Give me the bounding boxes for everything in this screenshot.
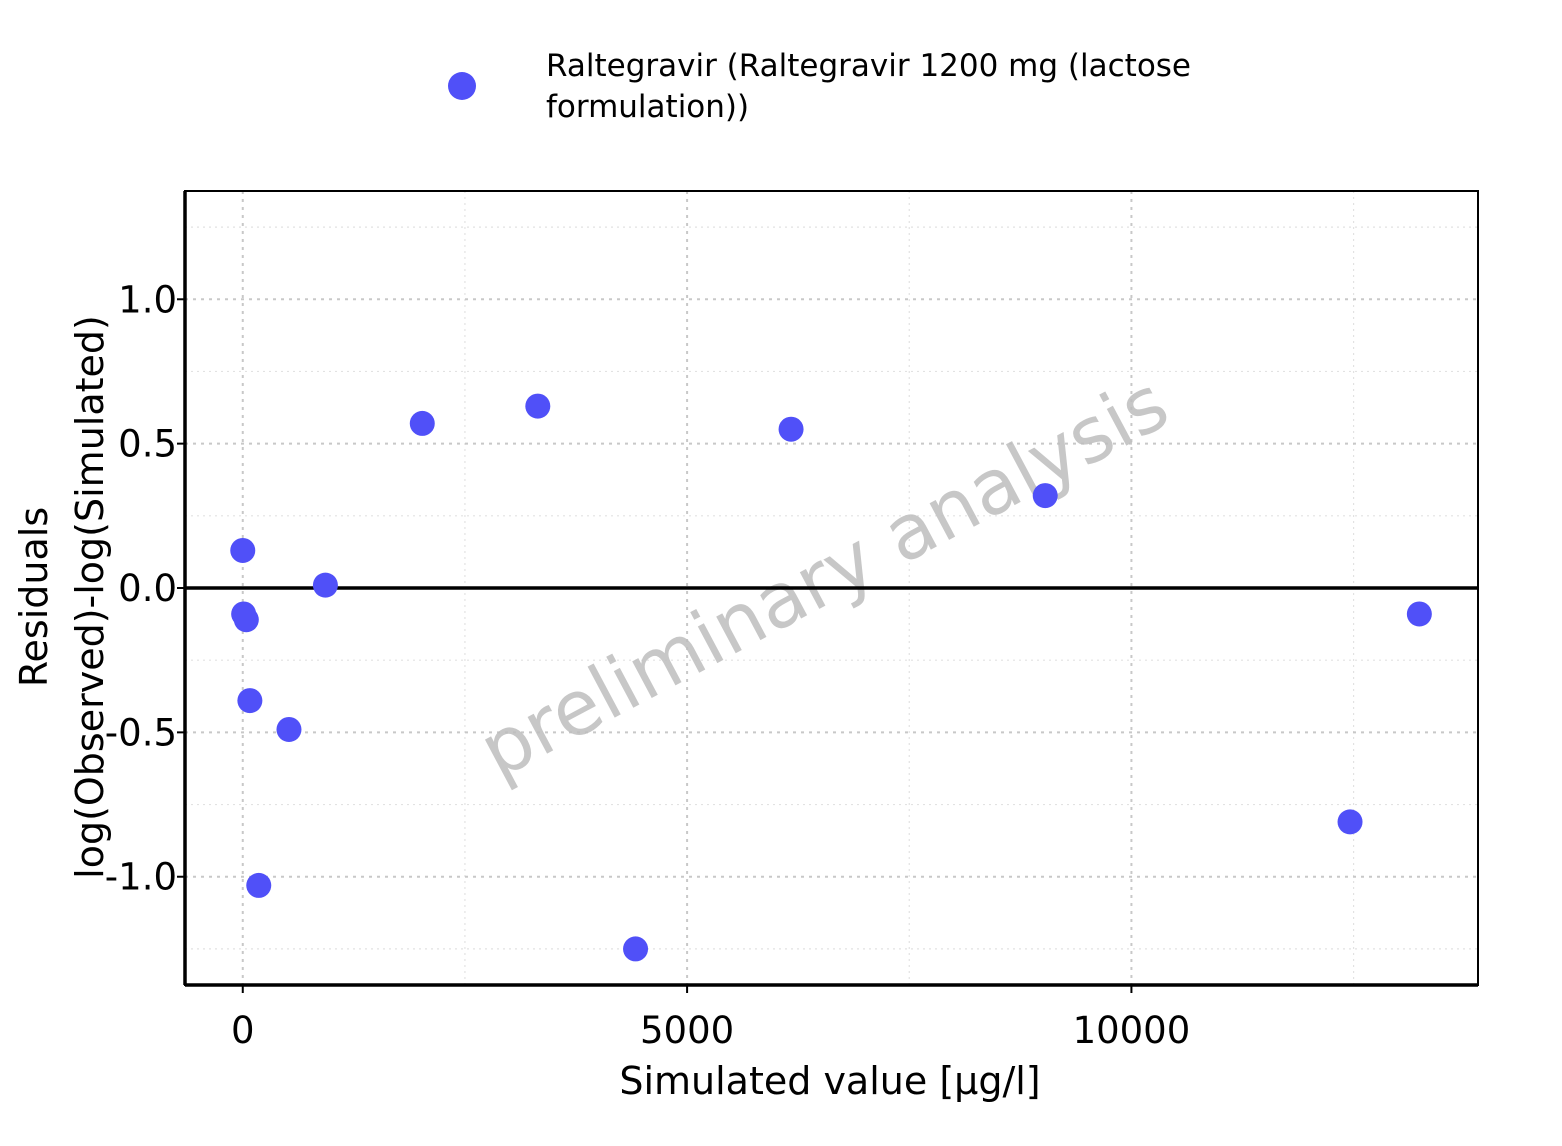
legend-label-line-1: Raltegravir (Raltegravir 1200 mg (lactos… — [546, 48, 1191, 84]
data-point — [409, 410, 435, 436]
x-tick-label: 5000 — [640, 1009, 734, 1052]
data-point — [623, 936, 649, 962]
x-tick-label: 10000 — [1073, 1009, 1191, 1052]
data-point — [1337, 809, 1363, 835]
y-tick-label: -1.0 — [105, 856, 177, 899]
data-point — [1406, 601, 1432, 627]
watermark: preliminary analysis — [465, 358, 1182, 796]
x-axis-ticks: 0 5000 10000 — [231, 985, 1190, 1052]
x-tick-label: 0 — [231, 1009, 255, 1052]
data-point — [525, 393, 551, 419]
legend-label-line-2: formulation)) — [546, 89, 749, 125]
y-tick-label: 0.5 — [118, 423, 177, 466]
y-tick-label: 1.0 — [118, 278, 177, 321]
y-axis-title-line-1: Residuals — [12, 507, 56, 687]
data-point — [312, 572, 338, 598]
data-point — [778, 416, 804, 442]
y-axis-title: Residuals — [12, 507, 56, 687]
x-axis-title: Simulated value [µg/l] — [619, 1059, 1040, 1103]
y-axis-title-line-2: log(Observed)-log(Simulated) — [68, 315, 112, 879]
data-point — [233, 607, 259, 633]
data-point — [246, 872, 272, 898]
y-tick-label: -0.5 — [105, 711, 177, 754]
data-point — [1032, 483, 1058, 509]
data-point — [230, 537, 256, 563]
legend: Raltegravir (Raltegravir 1200 mg (lactos… — [448, 48, 1191, 125]
y-axis-ticks: -1.0 -0.5 0.0 0.5 1.0 — [105, 278, 185, 899]
y-tick-label: 0.0 — [118, 567, 177, 610]
y-axis-title-second: log(Observed)-log(Simulated) — [68, 315, 112, 879]
data-point — [276, 716, 302, 742]
legend-marker — [448, 72, 476, 100]
data-point — [237, 688, 263, 714]
data-points — [230, 393, 1432, 962]
